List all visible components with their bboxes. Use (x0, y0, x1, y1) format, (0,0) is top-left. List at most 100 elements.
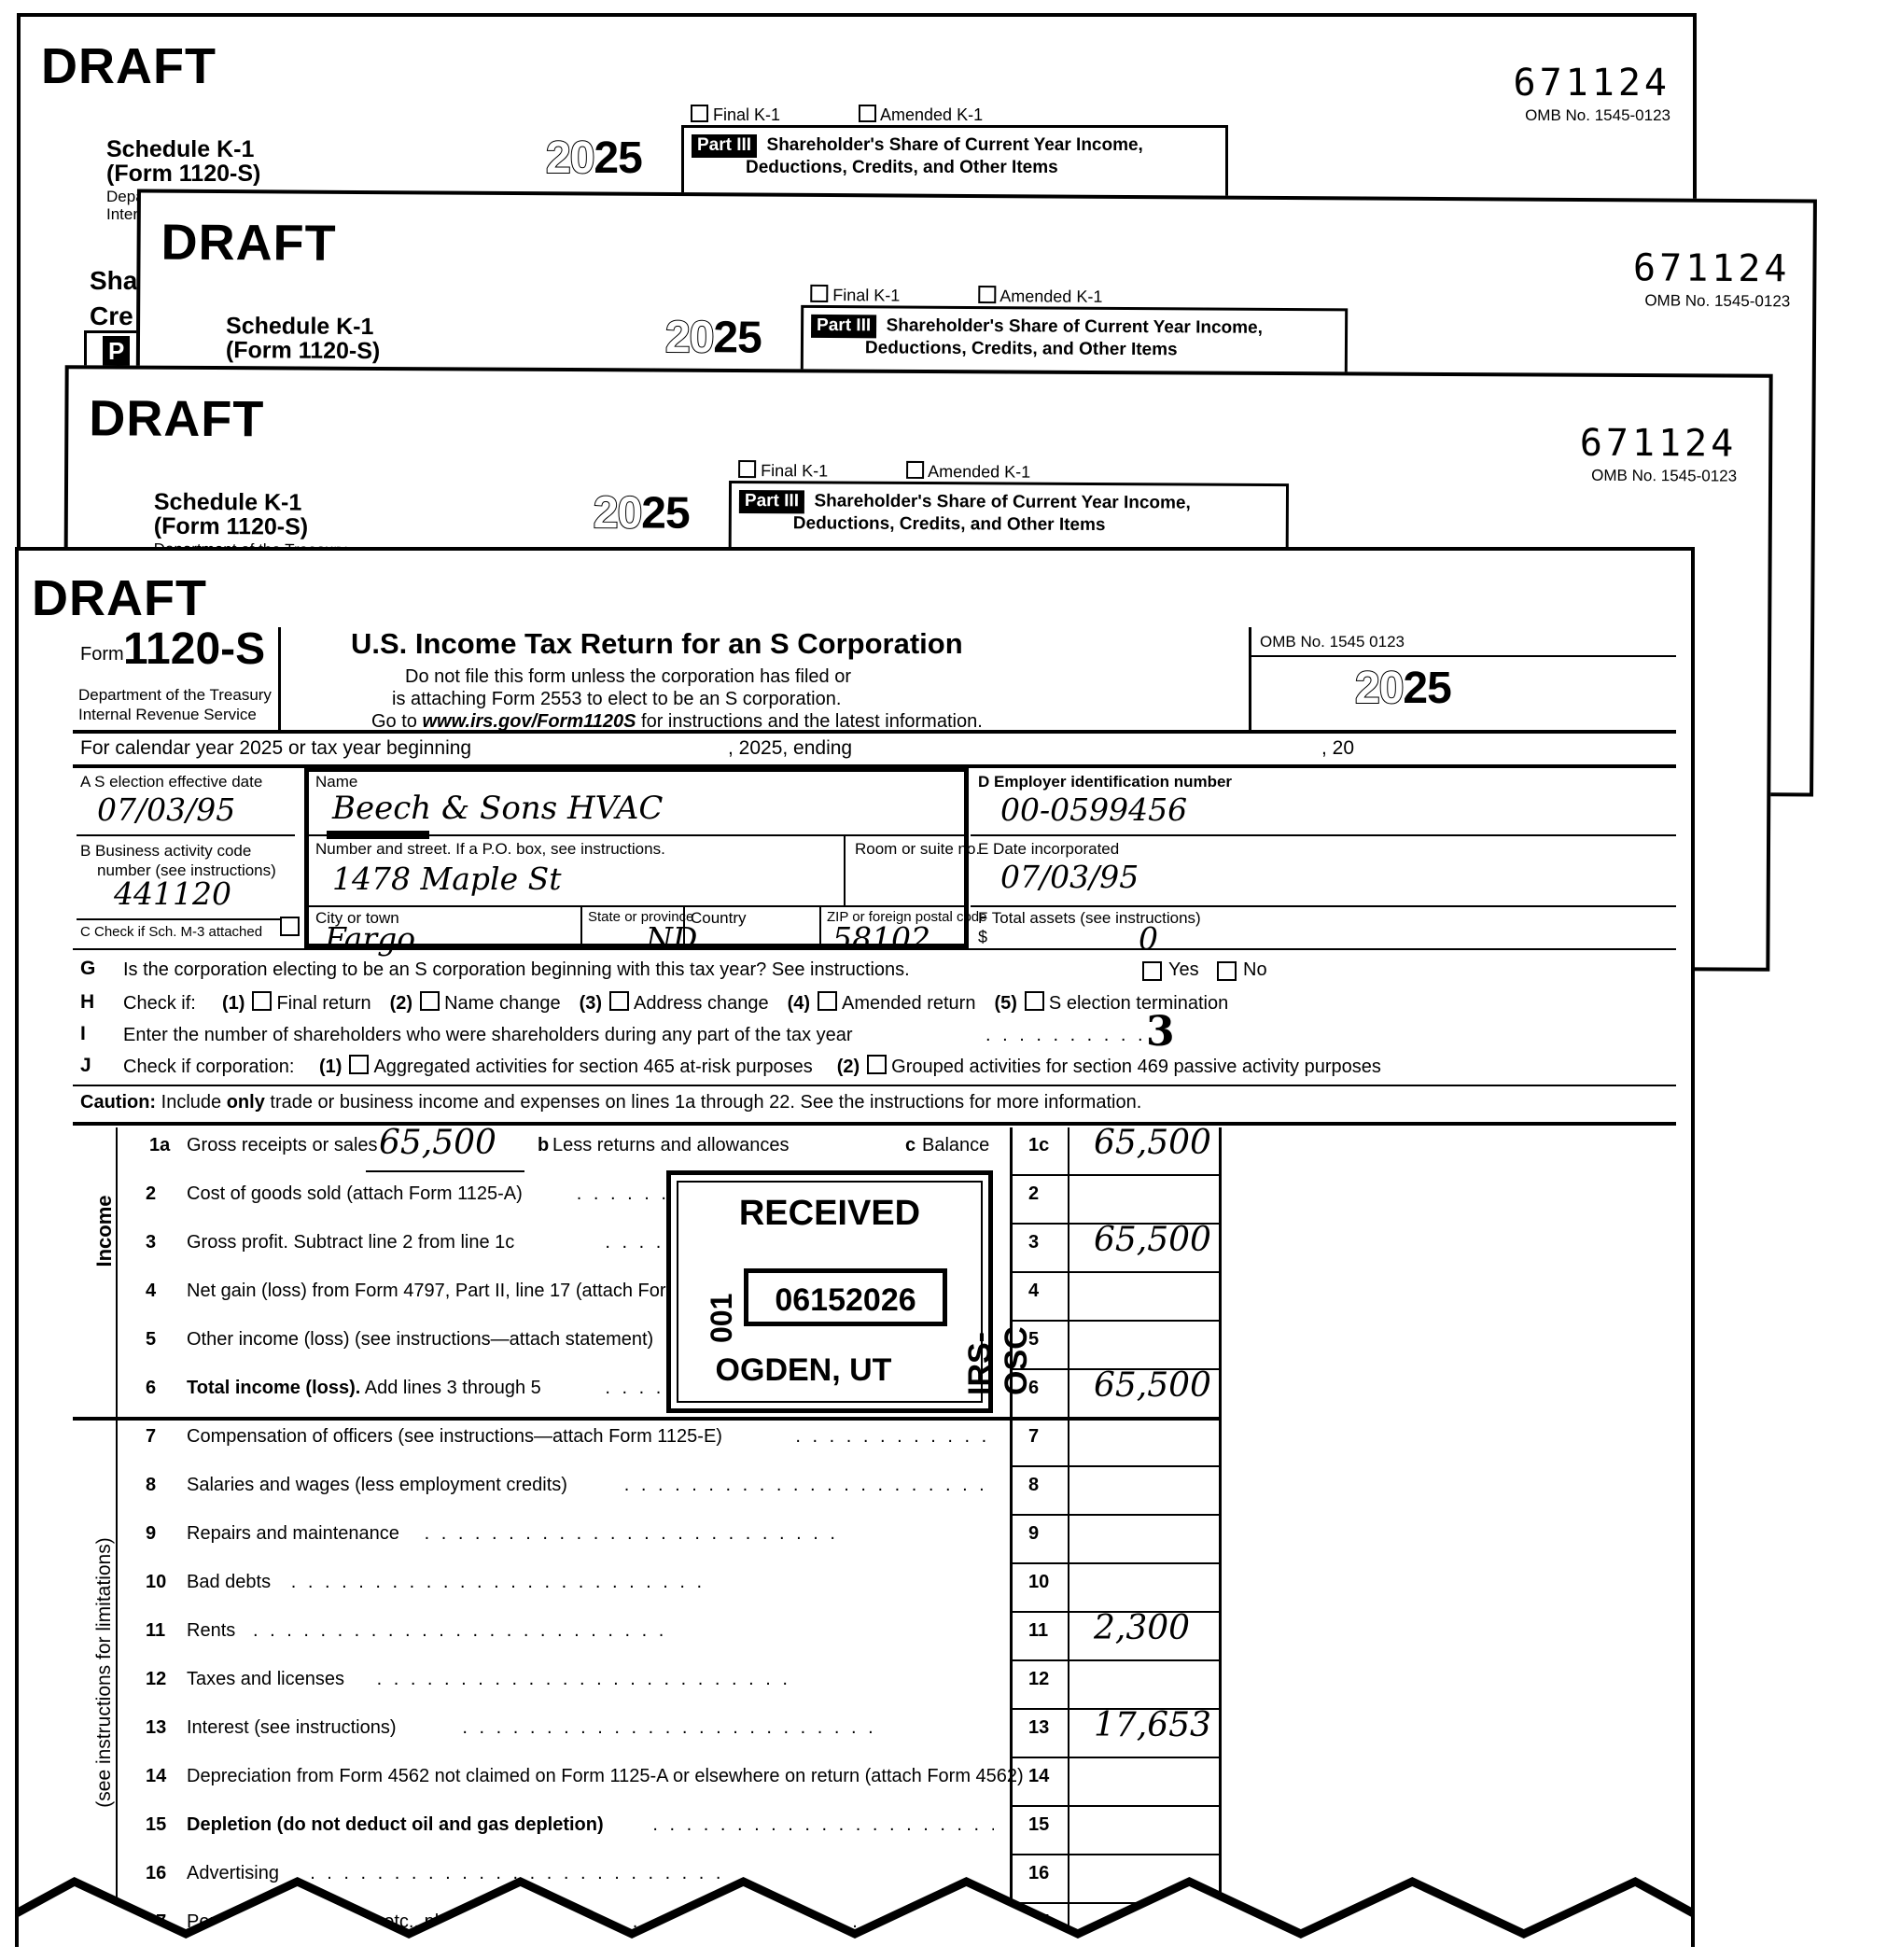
k1-schedule-title: Schedule K-1 (106, 136, 255, 162)
form-line-amount[interactable]: 2,300 (1094, 1609, 1191, 1647)
amount-row-separator (1010, 1659, 1222, 1661)
line-h-option-number: (3) (579, 993, 603, 1014)
k1-final-checkbox-row[interactable]: Final K-1 (810, 284, 900, 306)
line-j-option-checkbox[interactable] (867, 1055, 888, 1074)
line-h-option[interactable]: (4) Amended return (788, 991, 975, 1014)
form-line-label: Gross profit. Subtract line 2 from line … (187, 1232, 515, 1253)
draft-watermark: DRAFT (32, 570, 207, 626)
entity-address-box (304, 767, 969, 948)
form-line-label: Compensation of officers (see instructio… (187, 1426, 722, 1447)
line-j-option-number: (2) (836, 1057, 860, 1077)
line-h-option[interactable]: (5) S election termination (994, 991, 1228, 1014)
entity-f-label: F Total assets (see instructions) (978, 909, 1201, 927)
amount-col-right-edge (1219, 1127, 1222, 1947)
form-line-label-emphasis: Depletion (do not deduct oil and gas dep… (187, 1814, 604, 1835)
line-h-option-checkbox[interactable] (1024, 991, 1044, 1011)
entity-state-value[interactable]: ND (646, 920, 698, 957)
form-line-label: Depreciation from Form 4562 not claimed … (187, 1766, 1024, 1786)
k1-final-checkbox-row[interactable]: Final K-1 (738, 459, 829, 482)
entity-e-value[interactable]: 07/03/95 (1000, 859, 1139, 895)
line-1c-amount[interactable]: 65,500 (1094, 1124, 1211, 1162)
k1-part3-tag: Part III (692, 134, 758, 158)
line-h-option-checkbox[interactable] (420, 991, 440, 1011)
line-h-option-checkbox[interactable] (818, 991, 838, 1011)
form-line-label: Cost of goods sold (attach Form 1125-A) (187, 1183, 523, 1204)
form-line-leader-dots: . . . . . . . . . . . . . . . . . . . . … (424, 1523, 839, 1544)
irs-url-link[interactable]: www.irs.gov/Form1120S (422, 711, 636, 732)
entity-name-rule (308, 834, 965, 836)
amended-k1-checkbox[interactable] (906, 460, 925, 480)
line-g-no-checkbox[interactable] (1217, 961, 1237, 981)
goto-suffix: for instructions and the latest informat… (636, 711, 983, 732)
line-h-option[interactable]: (1) Final return (222, 991, 371, 1014)
form-line-number: 5 (146, 1329, 157, 1350)
form-line-amount[interactable]: 17,653 (1094, 1706, 1211, 1744)
amount-row-separator (1010, 1902, 1222, 1904)
line-h-option-checkbox[interactable] (252, 991, 273, 1011)
form-line-number: 2 (146, 1183, 157, 1204)
line-j-option-number: (1) (319, 1057, 342, 1077)
entity-b-value[interactable]: 441120 (114, 875, 231, 912)
amended-k1-checkbox[interactable] (978, 286, 997, 304)
line-h-option-number: (1) (222, 993, 245, 1014)
amount-row-separator (1010, 1174, 1222, 1176)
entity-city-value[interactable]: Fargo (325, 920, 416, 957)
k1-final-checkbox-row[interactable]: Final K-1 (691, 105, 780, 125)
line-g-yes-checkbox[interactable] (1142, 961, 1162, 981)
final-k1-checkbox[interactable] (810, 284, 829, 303)
entity-d-value[interactable]: 00-0599456 (1000, 791, 1188, 828)
entity-city-label: City or town (315, 909, 399, 927)
entity-name-arrow (327, 831, 429, 839)
k1-amended-checkbox-row[interactable]: Amended K-1 (859, 105, 983, 125)
line-1b-number: b (538, 1135, 550, 1155)
amended-k1-checkbox[interactable] (859, 105, 876, 122)
line-1c-code: 1c (1028, 1135, 1050, 1155)
entity-a-value[interactable]: 07/03/95 (97, 791, 236, 828)
line-j-option-checkbox[interactable] (349, 1055, 370, 1074)
line-1b-label: Less returns and allowances (552, 1135, 790, 1155)
line-j-letter: J (80, 1055, 91, 1076)
entity-zip-value[interactable]: 58102 (832, 920, 930, 957)
k1-amended-checkbox-row[interactable]: Amended K-1 (906, 460, 1030, 483)
line-i-value[interactable]: 3 (1146, 1008, 1175, 1056)
line-1a-value[interactable]: 65,500 (379, 1124, 496, 1162)
entity-street-label: Number and street. If a P.O. box, see in… (315, 840, 665, 858)
line-j-option[interactable]: (1) Aggregated activities for section 465… (319, 1055, 813, 1077)
entity-street-value[interactable]: 1478 Maple St (332, 861, 562, 897)
form-line-code: 8 (1028, 1475, 1040, 1495)
line-h-option[interactable]: (2) Name change (390, 991, 561, 1014)
final-k1-checkbox[interactable] (691, 105, 708, 122)
line-g-letter: G (80, 958, 96, 979)
form-line-amount[interactable]: 65,500 (1094, 1221, 1211, 1259)
entity-d-label: D Employer identification number (978, 773, 1233, 791)
k1-amended-checkbox-row[interactable]: Amended K-1 (978, 286, 1102, 307)
form-line-code: 5 (1028, 1329, 1040, 1350)
entity-f-value[interactable]: 0 (1139, 920, 1158, 957)
amount-row-separator (1010, 1562, 1222, 1564)
final-k1-checkbox[interactable] (738, 459, 757, 479)
schedule-m3-checkbox[interactable] (280, 917, 300, 936)
form-dept-line-2: Internal Revenue Service (78, 706, 257, 723)
amount-row-separator (1010, 1757, 1222, 1758)
form-tax-year: 2025 (1354, 663, 1452, 714)
amount-col-vline-1 (1010, 1127, 1013, 1947)
entity-f-dollar: $ (978, 928, 988, 946)
line-h-option[interactable]: (3) Address change (579, 991, 769, 1014)
form-line-number: 16 (146, 1863, 167, 1883)
final-k1-label: Final K-1 (713, 105, 781, 124)
entity-name-value[interactable]: Beech & Sons HVAC (332, 790, 664, 827)
form-line-number: 7 (146, 1426, 157, 1447)
k1-clipped-part2-line-1: Sha (90, 266, 138, 295)
form-line-leader-dots: . . . . . . . . . . . . . . . . . . . . … (376, 1669, 791, 1689)
income-section-bottom-rule (73, 1417, 1222, 1421)
form-line-amount[interactable]: 65,500 (1094, 1366, 1211, 1405)
form-line-label: Salaries and wages (less employment cred… (187, 1475, 567, 1495)
line-j-option[interactable]: (2) Grouped activities for section 469 pa… (836, 1055, 1381, 1077)
calendar-year-right: , 20 (1321, 737, 1355, 759)
final-k1-label: Final K-1 (761, 461, 829, 481)
line-j-options: (1) Aggregated activities for section 465… (319, 1055, 1405, 1078)
amended-k1-label: Amended K-1 (999, 287, 1103, 306)
line-h-option-checkbox[interactable] (609, 991, 630, 1011)
k1-part3-tag: Part III (738, 489, 805, 514)
k1-part3-title-2: Deductions, Credits, and Other Items (792, 513, 1106, 536)
